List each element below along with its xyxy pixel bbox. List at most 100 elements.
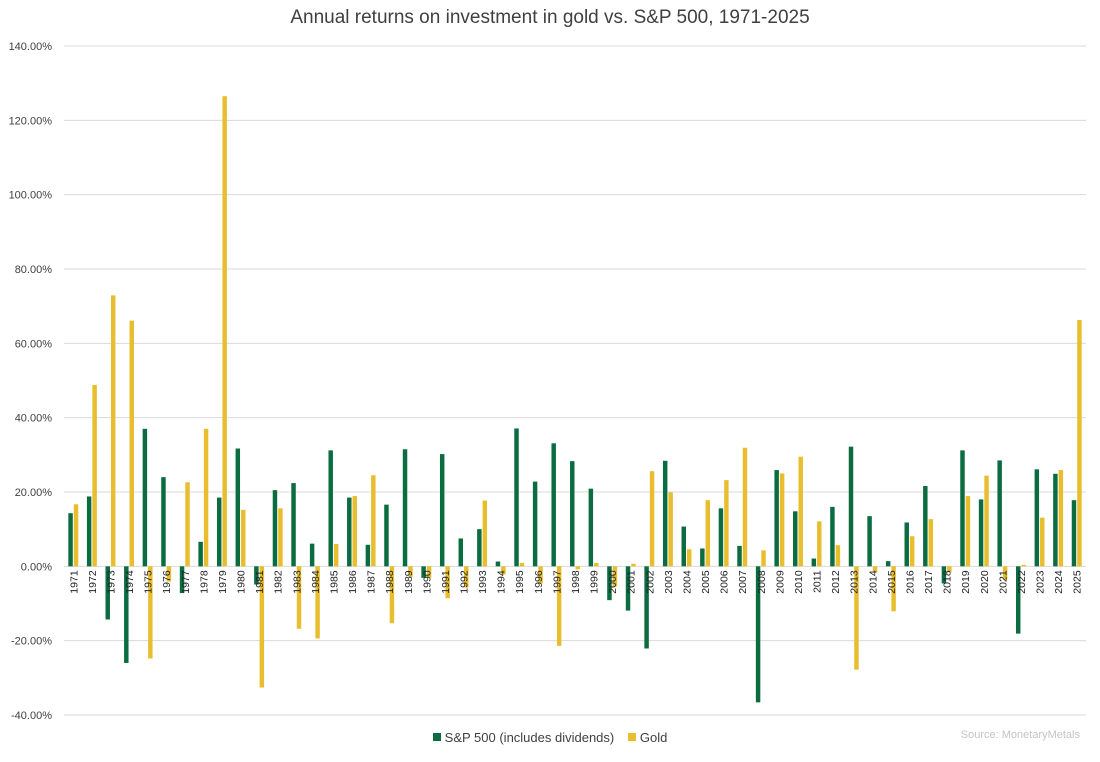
bar-sp500 [681, 526, 686, 567]
bar-gold [241, 509, 246, 567]
x-tick-label: 2018 [942, 570, 954, 594]
x-axis-ticks: 1971 1972 1973 1974 1975 1976 1977 1978 1979 1980… [68, 570, 1083, 594]
bar-gold [333, 544, 339, 567]
bar-gold [742, 447, 748, 567]
x-tick-label: 1976 [161, 570, 173, 594]
x-tick-label: 2021 [997, 570, 1009, 594]
bar-gold [501, 566, 506, 575]
legend-label-gold: Gold [639, 729, 668, 745]
bar-gold [872, 566, 878, 572]
bar-gold [222, 96, 227, 567]
bar-gold [854, 566, 859, 670]
y-tick-label: 140.00% [9, 41, 53, 53]
x-tick-label: 2023 [1035, 570, 1047, 594]
x-tick-label: 1982 [273, 570, 285, 594]
y-tick-label: -20.00% [11, 636, 52, 648]
bar-gold [185, 482, 190, 567]
bar-gold [278, 508, 283, 567]
x-tick-label: 2009 [774, 570, 786, 594]
bar-sp500 [254, 566, 259, 585]
bar-sp500 [235, 448, 241, 567]
legend-item-gold: Gold [627, 729, 668, 745]
bar-gold [519, 562, 525, 567]
x-tick-label: 2025 [1072, 570, 1084, 594]
legend-item-sp500: S&P 500 (includes dividends) [432, 729, 615, 745]
bar-sp500 [179, 566, 185, 594]
bar-gold [1058, 470, 1064, 567]
x-tick-label: 2000 [607, 570, 619, 594]
x-tick-label: 1991 [440, 570, 452, 594]
bar-sp500 [885, 561, 891, 567]
bar-sp500 [347, 497, 352, 567]
gridlines [64, 45, 1086, 716]
x-tick-label: 1974 [124, 570, 136, 594]
bar-sp500 [291, 483, 296, 567]
x-tick-label: 1998 [570, 570, 582, 594]
bar-gold [761, 550, 766, 567]
x-tick-label: 2002 [644, 570, 656, 594]
bar-sp500 [328, 450, 333, 567]
y-tick-label: 0.00% [21, 561, 52, 573]
y-tick-label: 60.00% [15, 338, 53, 350]
bar-sp500 [737, 545, 742, 567]
bar-gold [92, 384, 97, 567]
bar-gold [947, 566, 952, 573]
chart-title: Annual returns on investment in gold vs.… [290, 7, 810, 28]
bar-gold [426, 566, 432, 578]
bar-sp500 [941, 566, 947, 584]
bar-sp500 [514, 428, 519, 567]
y-axis-ticks: -40.00% -20.00% 0.00% 20.00% 40.00% 60.00% 80.… [9, 41, 53, 722]
bar-sp500 [161, 477, 166, 567]
bar-gold [965, 496, 971, 567]
bar-gold [798, 456, 803, 567]
bar-gold [73, 504, 79, 567]
y-tick-label: 40.00% [15, 413, 53, 425]
bar-gold [594, 562, 599, 567]
bar-gold [668, 492, 673, 567]
x-tick-label: 2016 [904, 570, 916, 594]
bar-gold [1021, 564, 1026, 567]
bar-sp500 [142, 428, 148, 567]
x-tick-label: 1997 [551, 570, 563, 594]
bars [68, 96, 1082, 703]
bar-sp500 [867, 516, 872, 567]
x-tick-label: 2008 [756, 570, 768, 594]
bar-gold [649, 471, 655, 567]
x-tick-label: 1975 [143, 570, 155, 594]
x-tick-label: 1985 [328, 570, 340, 594]
x-tick-label: 2011 [812, 570, 824, 593]
bar-gold [110, 295, 116, 567]
bar-sp500 [607, 566, 612, 601]
bar-sp500 [960, 450, 965, 567]
bar-gold [909, 536, 915, 567]
x-tick-label: 2015 [886, 570, 898, 594]
bar-sp500 [830, 506, 835, 567]
y-tick-label: 20.00% [15, 487, 53, 499]
bar-sp500 [923, 486, 928, 567]
bar-gold [984, 475, 989, 567]
bar-gold [352, 496, 357, 567]
legend-swatch-gold [627, 733, 636, 741]
bar-gold [129, 320, 134, 567]
bar-sp500 [644, 566, 649, 649]
bar-gold [203, 428, 209, 567]
bar-sp500 [997, 460, 1002, 567]
bar-sp500 [532, 481, 538, 567]
legend-label-sp500: S&P 500 (includes dividends) [444, 729, 615, 745]
y-tick-label: 80.00% [15, 264, 53, 276]
bar-gold [148, 566, 153, 659]
x-tick-label: 2001 [626, 570, 638, 594]
bar-gold [575, 566, 580, 570]
x-tick-label: 2004 [681, 570, 693, 594]
x-tick-label: 2003 [663, 570, 675, 594]
x-tick-label: 1995 [514, 570, 526, 594]
legend: S&P 500 (includes dividends) Gold [0, 729, 1100, 745]
x-tick-label: 2024 [1053, 570, 1065, 594]
bar-gold [371, 475, 376, 567]
bar-gold [389, 566, 395, 624]
bar-gold [835, 545, 841, 567]
x-tick-label: 2019 [960, 570, 972, 594]
x-tick-label: 1992 [459, 570, 471, 594]
x-tick-label: 1988 [384, 570, 396, 594]
